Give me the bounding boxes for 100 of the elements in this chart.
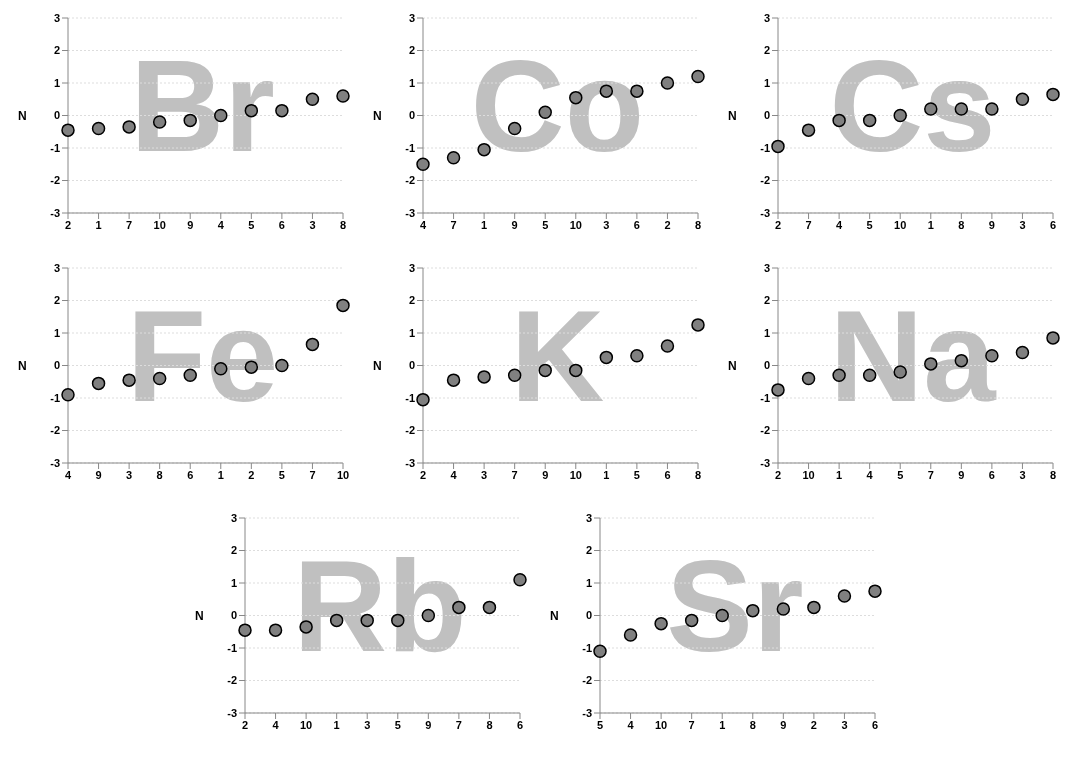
x-tick-label: 4 [449,468,457,481]
chart-title: Na [828,281,998,431]
y-tick-label: 1 [408,326,415,339]
y-tick-label: 3 [408,11,415,24]
y-tick-label: 3 [53,261,60,274]
x-tick-label: 6 [278,218,285,231]
y-axis-title: N [727,358,737,373]
y-tick-label: -2 [227,674,237,687]
y-tick-label: -1 [759,391,770,404]
x-tick-label: 2 [774,218,781,231]
y-tick-label: 2 [763,294,770,307]
y-tick-label: -2 [404,174,415,187]
point [1045,87,1060,102]
x-tick-label: 9 [425,718,432,731]
x-tick-label: 5 [896,468,903,481]
y-tick-label: 0 [763,359,770,372]
point [121,120,136,134]
point [121,373,136,387]
x-tick-label: 4 [272,718,280,731]
x-tick-label: 10 [569,218,582,231]
y-tick-label: 3 [408,261,415,274]
chart-title: Rb [292,531,468,681]
y-tick-label: -3 [227,706,237,719]
x-tick-label: 2 [810,718,817,731]
x-tick-label: 9 [780,718,787,731]
y-tick-label: 3 [763,11,770,24]
point [1045,331,1060,345]
point [837,589,852,603]
x-tick-label: 5 [247,218,254,231]
y-axis-title: N [372,108,382,123]
x-tick-label: 9 [988,218,995,231]
x-tick-label: 8 [749,718,756,731]
x-tick-label: 6 [871,718,879,731]
y-tick-label: 2 [53,294,60,307]
y-tick-label: 1 [230,576,237,589]
x-tick-label: 5 [278,468,285,481]
point [305,337,319,352]
x-tick-label: 2 [419,468,426,481]
point [770,139,785,154]
y-tick-label: 2 [53,44,60,57]
x-tick-label: 3 [1018,468,1026,481]
point [770,383,785,397]
x-tick-label: 10 [654,718,668,731]
y-tick-label: 1 [53,326,60,339]
x-tick-label: 10 [153,218,166,231]
x-tick-label: 6 [1049,218,1056,231]
y-tick-label: -2 [582,674,592,687]
y-tick-label: 0 [53,359,60,372]
point [274,358,289,373]
y-tick-label: 2 [585,544,592,557]
x-tick-label: 5 [596,718,604,731]
x-tick-label: 10 [893,218,906,231]
x-tick-label: 7 [927,468,934,481]
y-tick-label: -1 [759,141,770,154]
y-tick-label: 1 [763,76,770,89]
x-tick-label: 2 [241,718,249,731]
point [660,76,674,90]
x-tick-label: 2 [774,468,781,481]
chart-title: Sr [665,531,805,681]
x-tick-label: 9 [94,468,102,481]
y-tick-label: 2 [408,44,415,57]
point [91,376,105,391]
y-tick-label: 1 [763,326,770,339]
point [690,318,705,332]
x-tick-label: 4 [627,718,635,731]
x-tick-label: 2 [64,218,71,231]
y-tick-label: -3 [49,206,60,219]
y-tick-label: -1 [49,141,60,154]
x-tick-label: 1 [333,718,340,731]
point [415,392,430,407]
y-tick-label: -3 [582,706,592,719]
y-tick-label: -1 [582,641,592,654]
y-tick-label: -1 [404,391,415,404]
y-tick-label: 1 [585,576,592,589]
chart-title: Br [129,31,276,181]
point [91,121,105,136]
y-tick-label: 0 [585,609,592,622]
y-tick-label: 3 [763,261,770,274]
x-tick-label: 3 [364,718,371,731]
point [629,349,644,363]
y-tick-label: 0 [408,359,415,372]
x-tick-label: 8 [156,468,163,481]
x-tick-label: 5 [633,468,640,481]
y-tick-label: 3 [585,511,592,524]
y-tick-label: 3 [53,11,60,24]
x-tick-label: 4 [835,218,843,231]
chart-title: K [509,281,606,431]
y-tick-label: -2 [49,424,60,437]
x-tick-label: 7 [688,718,695,731]
x-tick-label: 7 [511,468,518,481]
y-tick-label: -3 [759,456,770,469]
y-tick-label: -2 [404,424,415,437]
x-tick-label: 3 [602,218,609,231]
y-tick-label: -1 [404,141,415,154]
x-tick-label: 4 [217,218,225,231]
y-axis-title: N [195,608,204,623]
y-tick-label: 2 [230,544,237,557]
y-tick-label: 0 [763,109,770,122]
y-axis-title: N [550,608,559,623]
x-tick-label: 2 [663,218,671,231]
